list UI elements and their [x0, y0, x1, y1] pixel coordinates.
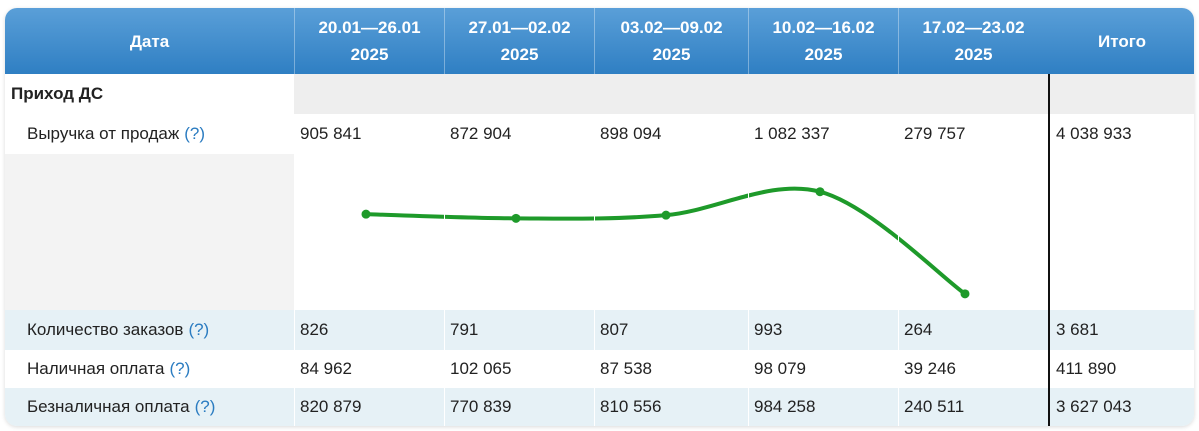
- value-cell: 87 538: [600, 359, 652, 378]
- value-cell: 820 879: [300, 397, 362, 416]
- value-cell: 102 065: [450, 359, 512, 378]
- value-cell: 279 757: [904, 124, 966, 143]
- table-row: Количество заказов (?) 826 791 807 993 26…: [5, 310, 1194, 350]
- table-row: Выручка от продаж (?) 905 841 872 904 898…: [5, 114, 1194, 154]
- help-link[interactable]: (?): [194, 397, 216, 416]
- value-cell: 240 511: [904, 397, 965, 416]
- series-points: [361, 187, 970, 299]
- value-cell: 791: [450, 320, 479, 339]
- data-point-1[interactable]: [361, 209, 371, 219]
- table-header: Дата 20.01—26.01 2025 27.01—02.02 2025 03.…: [5, 8, 1194, 74]
- header-week-1[interactable]: 20.01—26.01 2025: [294, 8, 444, 74]
- header-total-label: Итого: [1098, 31, 1146, 51]
- week-range: 20.01—26.01: [318, 18, 421, 37]
- header-total: Итого: [1050, 8, 1194, 74]
- value-cell: 39 246: [904, 359, 956, 378]
- series-line: [364, 186, 967, 296]
- week-year: 2025: [804, 45, 843, 64]
- section-title: Приход ДС: [11, 84, 104, 103]
- week-year: 2025: [350, 45, 389, 64]
- column-divider: [748, 114, 749, 426]
- value-cell: 84 962: [300, 359, 352, 378]
- total-column-separator: [1048, 74, 1050, 426]
- value-cell: 98 079: [754, 359, 806, 378]
- column-divider: [898, 114, 899, 426]
- section-row: Приход ДС: [5, 74, 1194, 114]
- week-range: 10.02—16.02: [772, 18, 875, 37]
- row-label: Безналичная оплата (?): [5, 388, 294, 426]
- week-range: 03.02—09.02: [620, 18, 723, 37]
- table-row: Безналичная оплата (?) 820 879 770 839 81…: [5, 388, 1194, 426]
- column-divider: [594, 114, 595, 426]
- header-week-2[interactable]: 27.01—02.02 2025: [444, 8, 594, 74]
- revenue-line-chart: [361, 186, 970, 299]
- header-date: Дата: [5, 8, 294, 74]
- cashflow-table: Дата 20.01—26.01 2025 27.01—02.02 2025 03.…: [5, 8, 1194, 426]
- row-label-text: Наличная оплата: [27, 359, 165, 378]
- value-cell: 993: [754, 320, 783, 339]
- header-date-label: Дата: [129, 31, 170, 51]
- column-divider: [294, 114, 295, 426]
- value-cell: 807: [600, 320, 629, 339]
- total-cell: 3 627 043: [1056, 397, 1132, 416]
- data-point-2[interactable]: [511, 213, 521, 223]
- help-link[interactable]: (?): [188, 320, 210, 339]
- value-cell: 984 258: [754, 397, 816, 416]
- data-point-4[interactable]: [815, 187, 825, 197]
- header-week-5[interactable]: 17.02—23.02 2025: [898, 8, 1048, 74]
- data-point-3[interactable]: [661, 210, 671, 220]
- value-cell: 810 556: [600, 397, 662, 416]
- help-link[interactable]: (?): [169, 359, 191, 378]
- column-divider: [444, 114, 445, 426]
- section-fill: [294, 74, 1194, 114]
- row-label-text: Выручка от продаж: [27, 124, 180, 143]
- week-year: 2025: [652, 45, 691, 64]
- data-point-5[interactable]: [960, 289, 970, 299]
- week-range: 27.01—02.02: [468, 18, 571, 37]
- value-cell: 905 841: [300, 124, 362, 143]
- value-cell: 898 094: [600, 124, 662, 143]
- chart-row: [5, 154, 1194, 310]
- header-week-3[interactable]: 03.02—09.02 2025: [594, 8, 748, 74]
- value-cell: 872 904: [450, 124, 512, 143]
- row-label-text: Безналичная оплата: [27, 397, 190, 416]
- week-year: 2025: [954, 45, 993, 64]
- header-week-4[interactable]: 10.02—16.02 2025: [748, 8, 898, 74]
- value-cell: 826: [300, 320, 329, 339]
- row-label: Количество заказов (?): [5, 310, 294, 350]
- total-cell: 411 890: [1056, 359, 1117, 378]
- row-label: Выручка от продаж (?): [5, 114, 294, 154]
- table-row: Наличная оплата (?) 84 962 102 065 87 538…: [5, 350, 1194, 388]
- row-label: Наличная оплата (?): [5, 350, 294, 388]
- row-label-text: Количество заказов: [27, 320, 184, 339]
- total-cell: 4 038 933: [1056, 124, 1132, 143]
- total-cell: 3 681: [1056, 320, 1099, 339]
- week-range: 17.02—23.02: [922, 18, 1025, 37]
- value-cell: 1 082 337: [754, 124, 830, 143]
- week-year: 2025: [500, 45, 539, 64]
- value-cell: 264: [904, 320, 933, 339]
- chart-row-gutter: [5, 154, 294, 310]
- value-cell: 770 839: [450, 397, 512, 416]
- help-link[interactable]: (?): [184, 124, 206, 143]
